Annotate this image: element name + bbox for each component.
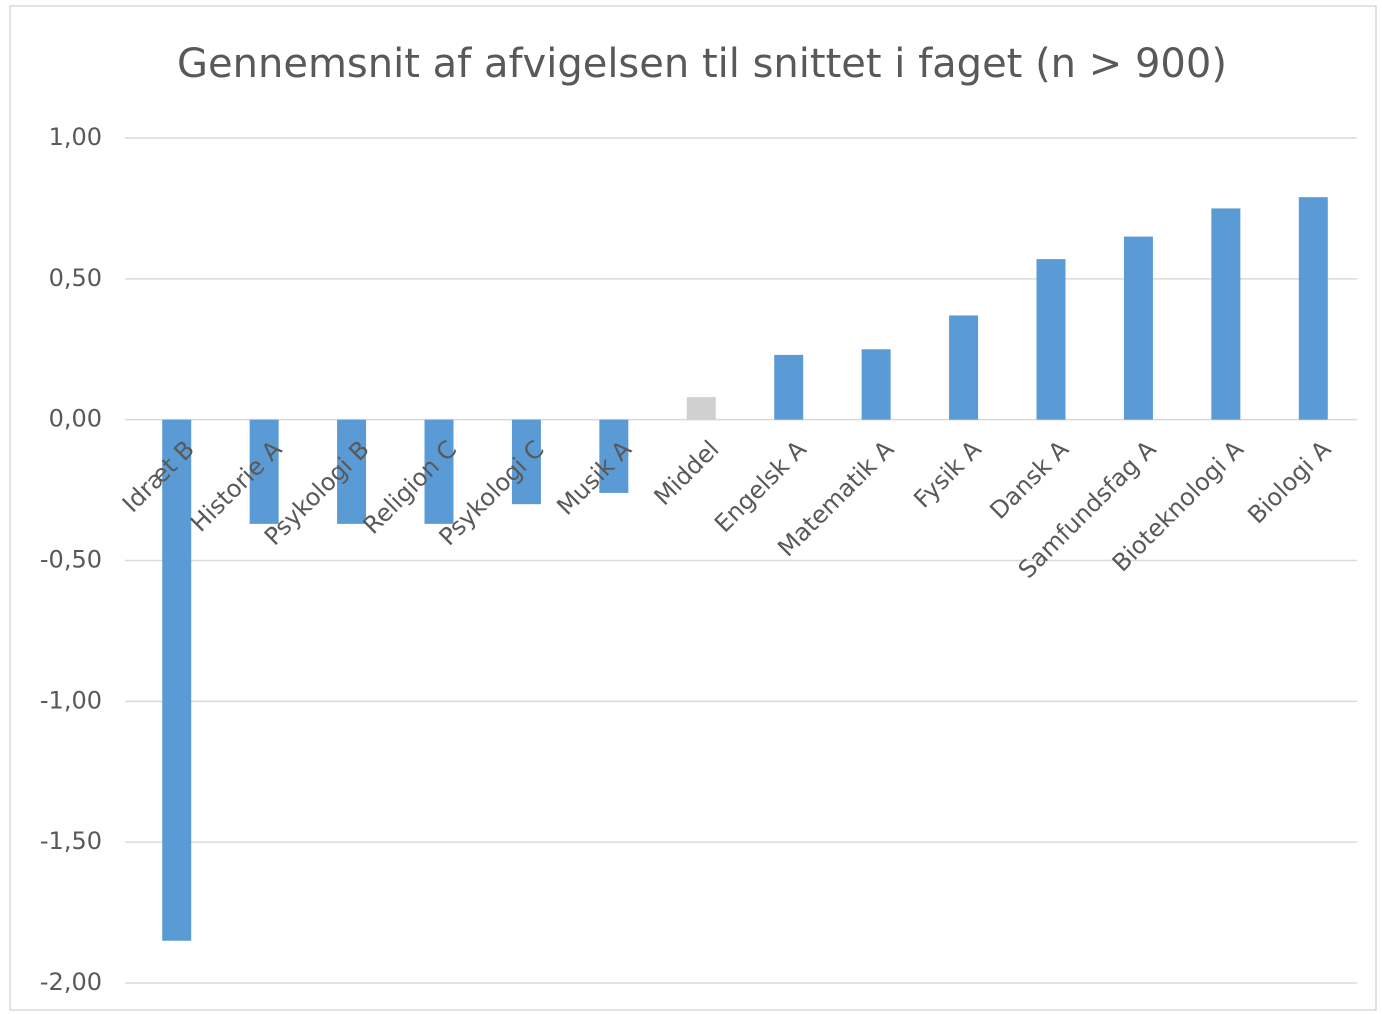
bar (949, 315, 979, 420)
bar (1036, 259, 1066, 420)
bar (511, 419, 541, 505)
bar (861, 349, 891, 420)
y-tick-label: -2,00 (40, 968, 102, 996)
y-tick-label: -1,00 (40, 686, 102, 714)
bar (774, 354, 804, 420)
y-tick-label: 1,00 (49, 123, 102, 151)
chart-title: Gennemsnit af afvigelsen til snittet i f… (177, 41, 1227, 87)
bar (337, 419, 367, 524)
y-tick-label: 0,50 (49, 264, 102, 292)
bar (686, 397, 716, 420)
bar (1298, 197, 1328, 420)
y-tick-label: -0,50 (40, 546, 102, 574)
bar (1211, 208, 1241, 420)
bar (1123, 236, 1153, 420)
y-tick-label: 0,00 (49, 405, 102, 433)
bar (162, 419, 192, 941)
bar (249, 419, 279, 524)
bar (424, 419, 454, 524)
y-tick-label: -1,50 (40, 827, 102, 855)
bar (599, 419, 629, 493)
